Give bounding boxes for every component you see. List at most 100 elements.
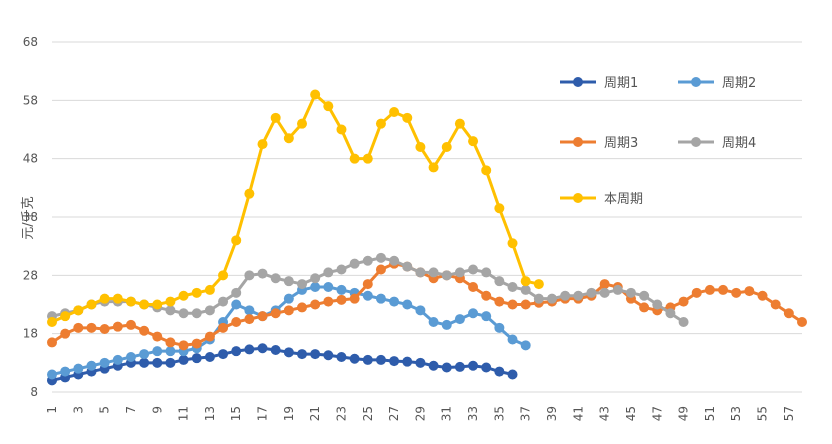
data-point [468, 136, 479, 147]
data-point [125, 319, 136, 330]
data-point [283, 305, 294, 316]
data-point [389, 255, 400, 266]
data-point [428, 360, 439, 371]
data-point [481, 290, 492, 301]
data-point [310, 89, 321, 100]
data-point [297, 349, 307, 360]
y-tick-label: 68 [23, 35, 38, 49]
legend-item: 周期2 [678, 76, 756, 91]
data-point [441, 142, 452, 152]
data-point [560, 290, 571, 301]
series-3 [47, 258, 807, 351]
data-point [270, 273, 281, 284]
data-point [507, 238, 518, 249]
x-tick-label: 33 [466, 406, 480, 421]
data-point [336, 294, 347, 305]
legend-item: 周期1 [560, 76, 638, 91]
data-point [678, 317, 689, 327]
x-tick-label: 9 [150, 406, 164, 414]
data-point [165, 346, 176, 357]
data-point [178, 290, 189, 301]
data-point [494, 203, 505, 214]
legend-label: 周期4 [722, 136, 756, 151]
data-point [231, 317, 242, 327]
data-point [481, 267, 492, 278]
data-point [204, 352, 215, 362]
data-point [573, 290, 584, 301]
x-axis-ticks: 1 3 5 7 9 11 13 15 17 19 21 23 25 27 29 31 33 35 37 39 41 43 4… [45, 406, 796, 421]
y-axis-ticks: 8 18 28 38 48 58 68 [23, 35, 38, 399]
y-tick-label: 58 [23, 93, 38, 107]
y-tick-label: 28 [23, 268, 38, 282]
data-point [428, 162, 439, 173]
data-point [139, 349, 150, 360]
data-point [415, 142, 426, 152]
data-point [336, 264, 347, 275]
data-point [47, 317, 57, 327]
data-point [73, 322, 84, 333]
x-tick-label: 45 [624, 406, 638, 421]
data-point [375, 293, 386, 304]
data-point [375, 264, 386, 275]
data-point [47, 369, 57, 380]
data-point [507, 369, 518, 380]
series-4 [47, 252, 689, 327]
x-tick-label: 13 [203, 406, 217, 421]
x-tick-label: 3 [71, 406, 85, 414]
series-lines [47, 89, 807, 386]
data-point [257, 311, 268, 322]
data-point [757, 290, 768, 301]
data-point [349, 353, 360, 364]
y-tick-label: 8 [30, 385, 38, 399]
y-axis-title: 元/千克 [21, 196, 36, 239]
data-point [520, 284, 531, 295]
series-line [51, 93, 540, 324]
data-point [375, 118, 386, 129]
data-point [204, 284, 215, 295]
data-point [323, 282, 334, 292]
series-1 [47, 343, 518, 386]
data-point [362, 153, 373, 164]
data-point [257, 139, 268, 150]
data-point [73, 305, 84, 316]
x-tick-label: 29 [413, 406, 427, 421]
data-point [99, 293, 110, 304]
data-point [415, 305, 426, 316]
data-point [362, 290, 373, 301]
data-point [494, 276, 505, 287]
data-point [731, 287, 742, 298]
x-tick-label: 15 [229, 406, 243, 421]
data-point [204, 305, 215, 316]
data-point [402, 112, 413, 123]
x-tick-label: 53 [729, 406, 743, 421]
data-point [270, 345, 281, 355]
x-tick-label: 23 [334, 406, 348, 421]
data-point [639, 302, 650, 313]
x-tick-label: 11 [177, 406, 191, 421]
data-point [507, 282, 518, 292]
data-point [152, 357, 163, 368]
data-point [744, 286, 755, 297]
data-point [152, 346, 163, 357]
data-point [454, 361, 465, 372]
data-point [336, 124, 347, 135]
data-point [402, 261, 413, 272]
legend-label: 周期3 [604, 136, 638, 151]
data-point [507, 299, 518, 310]
data-point [375, 252, 386, 263]
x-tick-label: 55 [756, 406, 770, 421]
x-tick-label: 27 [387, 406, 401, 421]
x-tick-label: 41 [571, 406, 585, 421]
data-point [231, 346, 242, 357]
x-tick-label: 21 [308, 406, 322, 421]
data-point [362, 255, 373, 266]
x-tick-label: 47 [650, 406, 664, 421]
data-point [389, 356, 400, 367]
data-point [112, 293, 123, 304]
data-point [599, 287, 610, 298]
data-point [691, 287, 702, 298]
data-point [60, 366, 71, 377]
data-point [178, 340, 189, 351]
data-point [283, 133, 294, 144]
data-point [520, 299, 531, 310]
